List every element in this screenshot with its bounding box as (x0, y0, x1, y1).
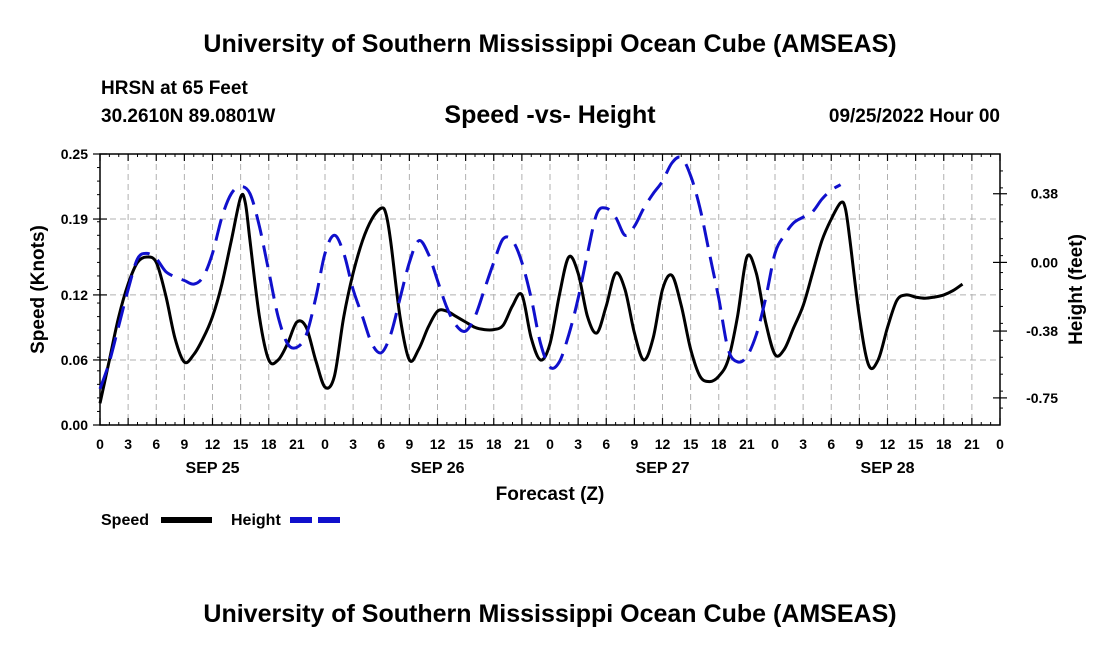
x-tick-label-30: 18 (936, 436, 952, 452)
x-tick-label-25: 3 (799, 436, 807, 452)
chart-grid (100, 154, 1000, 425)
y-tick-labels: 0.00 0.06 0.12 0.19 0.25 (61, 146, 88, 433)
x-tick-label-23: 21 (739, 436, 755, 452)
x-tick-label-18: 6 (602, 436, 610, 452)
y-tick-label-4: 0.25 (61, 146, 88, 162)
x-tick-label-24: 0 (771, 436, 779, 452)
x-axis-title: Forecast (Z) (496, 484, 605, 505)
x-tick-label-26: 6 (827, 436, 835, 452)
x-tick-label-5: 15 (233, 436, 249, 452)
series-lines (98, 155, 964, 404)
date-labels: SEP 25 SEP 26 SEP 27 SEP 28 (186, 460, 915, 477)
x-tick-label-19: 9 (630, 436, 638, 452)
x-tick-label-7: 21 (289, 436, 305, 452)
legend-height-label: Height (231, 512, 281, 529)
y-tick-label-3: 0.19 (61, 211, 88, 227)
x-tick-label-16: 0 (546, 436, 554, 452)
footer-title: University of Southern Mississippi Ocean… (203, 600, 897, 628)
date-label-0: SEP 25 (186, 460, 240, 477)
y-axis-title: Speed (Knots) (28, 225, 49, 354)
x-tick-label-20: 12 (655, 436, 671, 452)
station-coords: 30.2610N 89.0801W (101, 106, 276, 127)
station-label: HRSN at 65 Feet (101, 78, 248, 99)
x-tick-label-13: 15 (458, 436, 474, 452)
date-label-3: SEP 28 (861, 460, 915, 477)
x-tick-label-32: 0 (996, 436, 1004, 452)
x-tick-label-14: 18 (486, 436, 502, 452)
x-tick-label-3: 9 (180, 436, 188, 452)
speed-height-chart: 0 3 6 9 12 15 18 21 0 3 6 9 12 15 18 21 0 3 6 9 12 15 18 21 0 3 6 9… (28, 146, 1087, 529)
chart-title: University of Southern Mississippi Ocean… (203, 30, 897, 58)
x-tick-label-17: 3 (574, 436, 582, 452)
x-tick-label-15: 21 (514, 436, 530, 452)
x-tick-label-28: 12 (880, 436, 896, 452)
x-tick-label-22: 18 (711, 436, 727, 452)
x-tick-label-0: 0 (96, 436, 104, 452)
y2-tick-label-3: -0.75 (1026, 390, 1058, 406)
date-label-2: SEP 27 (636, 460, 690, 477)
y-tick-label-0: 0.00 (61, 417, 88, 433)
x-tick-label-27: 9 (855, 436, 863, 452)
axis-ticks (93, 153, 1007, 426)
date-label-1: SEP 26 (411, 460, 465, 477)
x-tick-label-12: 12 (430, 436, 446, 452)
series-speed-line (98, 192, 964, 404)
y2-tick-labels: 0.38 0.00 -0.38 -0.75 (1026, 186, 1058, 406)
x-tick-label-11: 9 (405, 436, 413, 452)
x-tick-label-29: 15 (908, 436, 924, 452)
x-tick-label-6: 18 (261, 436, 277, 452)
legend-speed-label: Speed (101, 512, 149, 529)
y2-tick-label-2: -0.38 (1026, 323, 1058, 339)
x-tick-labels: 0 3 6 9 12 15 18 21 0 3 6 9 12 15 18 21 0 3 6 9 12 15 18 21 0 3 6 9… (96, 436, 1004, 452)
x-tick-label-9: 3 (349, 436, 357, 452)
y2-axis-title: Height (feet) (1066, 234, 1087, 345)
x-tick-label-31: 21 (964, 436, 980, 452)
x-tick-label-10: 6 (377, 436, 385, 452)
chart-legend: Speed Height (101, 512, 342, 529)
x-tick-label-8: 0 (321, 436, 329, 452)
x-tick-label-4: 12 (205, 436, 221, 452)
x-tick-label-2: 6 (152, 436, 160, 452)
y2-tick-label-0: 0.38 (1031, 186, 1058, 202)
x-tick-label-1: 3 (124, 436, 132, 452)
chart-subtitle: Speed -vs- Height (444, 101, 656, 129)
y2-tick-label-1: 0.00 (1031, 254, 1058, 270)
forecast-datetime: 09/25/2022 Hour 00 (828, 106, 1000, 127)
x-tick-label-21: 15 (683, 436, 699, 452)
y-tick-label-1: 0.06 (61, 352, 88, 368)
series-height-line (98, 155, 842, 390)
y-tick-label-2: 0.12 (61, 287, 88, 303)
